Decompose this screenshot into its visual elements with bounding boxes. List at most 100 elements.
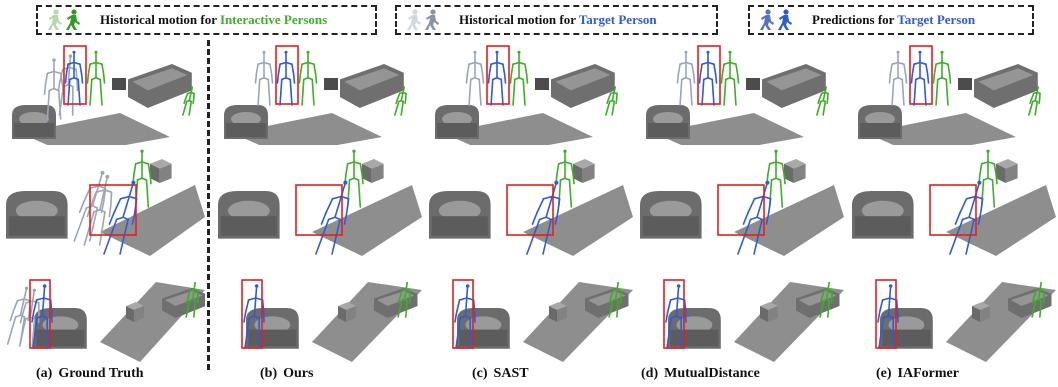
scene-mutualdistance-row-3 (634, 262, 844, 362)
sofa (128, 64, 192, 108)
interactive-person-skeleton (978, 149, 998, 208)
armchair (852, 191, 914, 239)
legend-target-predictions: Predictions for Target Person (748, 5, 1034, 35)
small-table (535, 78, 549, 90)
box-object (126, 302, 144, 322)
scene-mutualdistance-row-2 (634, 145, 844, 260)
floor-plane (20, 113, 170, 145)
legend-interactive-persons: Historical motion for Interactive Person… (36, 5, 377, 35)
target-prediction-skeleton (737, 180, 772, 255)
box-object (150, 159, 172, 183)
small-table (112, 78, 126, 90)
legend-text-target-history: Historical motion for Target Person (459, 12, 657, 27)
interactive-person-skeleton (344, 149, 364, 208)
caption-ground-truth: (a) Ground Truth (36, 366, 144, 381)
walking-person-gray-icon (405, 9, 445, 31)
armchair (429, 191, 491, 239)
legend-target-history: Historical motion for Target Person (395, 5, 718, 35)
legend-text-target-predictions: Predictions for Target Person (812, 12, 976, 27)
interactive-person-skeleton (86, 50, 106, 106)
scene-sast-row-1 (423, 40, 633, 145)
box-object (760, 302, 778, 322)
sofa (551, 64, 615, 108)
box-object (784, 159, 806, 183)
interactive-person-skeleton (720, 50, 740, 106)
armchair (858, 105, 902, 139)
interactive-person-skeleton (766, 149, 786, 208)
floor-plane (100, 185, 205, 256)
armchair (6, 191, 68, 239)
walking-person-blue-icon (758, 9, 798, 31)
legend-text-interactive: Historical motion for Interactive Person… (100, 12, 328, 27)
highlight-box (909, 45, 933, 105)
floor-plane (654, 113, 804, 145)
sofa (974, 64, 1038, 108)
scene-ground-truth-row-1 (0, 40, 205, 145)
target-prediction-skeleton (31, 284, 53, 349)
sofa (762, 64, 826, 108)
target-history-skeleton (888, 50, 908, 106)
caption-sast: (c) SAST (472, 366, 529, 381)
scene-ground-truth-row-2 (0, 145, 205, 260)
box-object (549, 302, 567, 322)
target-prediction-skeleton (665, 284, 687, 349)
highlight-box (89, 184, 137, 236)
armchair (12, 105, 56, 139)
interactive-person-skeleton (182, 86, 195, 116)
highlight-box (697, 45, 721, 105)
highlight-box (275, 45, 299, 105)
interactive-person-skeleton (185, 281, 199, 318)
scene-ours-row-2 (212, 145, 422, 260)
scene-iaformer-row-1 (846, 40, 1056, 145)
target-prediction-skeleton (910, 50, 930, 106)
target-history-skeleton (83, 174, 113, 246)
interactive-person-skeleton (605, 86, 618, 116)
highlight-box (717, 184, 765, 236)
interactive-person-skeleton (932, 50, 952, 106)
box-object (338, 302, 356, 322)
highlight-box (929, 184, 977, 236)
target-prediction-skeleton (454, 284, 476, 349)
scene-ground-truth-row-3 (0, 262, 205, 362)
interactive-person-skeleton (608, 281, 622, 318)
box-object (573, 159, 595, 183)
target-history-skeleton (254, 50, 274, 106)
scene-iaformer-row-3 (846, 262, 1056, 362)
highlight-box (241, 279, 263, 349)
interactive-person-skeleton (509, 50, 529, 106)
interactive-person-skeleton (819, 281, 833, 318)
interactive-person-skeleton (298, 50, 318, 106)
scene-iaformer-row-2 (846, 145, 1056, 260)
armchair (646, 105, 690, 139)
target-history-skeleton (676, 50, 696, 106)
floor-plane (523, 185, 633, 256)
highlight-box (875, 279, 897, 349)
interactive-person-skeleton (394, 86, 407, 116)
target-prediction-skeleton (526, 180, 561, 255)
sofa (340, 64, 404, 108)
highlight-box (63, 45, 87, 105)
box-object (996, 159, 1018, 183)
caption-iaformer: (e) IAFormer (876, 366, 959, 381)
target-prediction-skeleton (64, 50, 84, 106)
floor-plane (866, 113, 1016, 145)
highlight-box (486, 45, 510, 105)
small-table (958, 78, 972, 90)
target-history-skeleton (6, 286, 31, 345)
armchair (218, 191, 280, 239)
target-history-skeleton (465, 50, 485, 106)
box-object (362, 159, 384, 183)
target-prediction-skeleton (315, 180, 350, 255)
box-object (972, 302, 990, 322)
caption-ours: (b) Ours (260, 366, 314, 381)
floor-plane (946, 185, 1056, 256)
target-prediction-skeleton (698, 50, 718, 106)
small-table (746, 78, 760, 90)
floor-plane (232, 113, 382, 145)
scene-ours-row-1 (212, 40, 422, 145)
highlight-box (29, 279, 51, 349)
interactive-person-skeleton (816, 86, 829, 116)
caption-mutualdistance: (d) MutualDistance (641, 366, 760, 381)
armchair (435, 105, 479, 139)
ground-truth-divider (207, 40, 210, 370)
